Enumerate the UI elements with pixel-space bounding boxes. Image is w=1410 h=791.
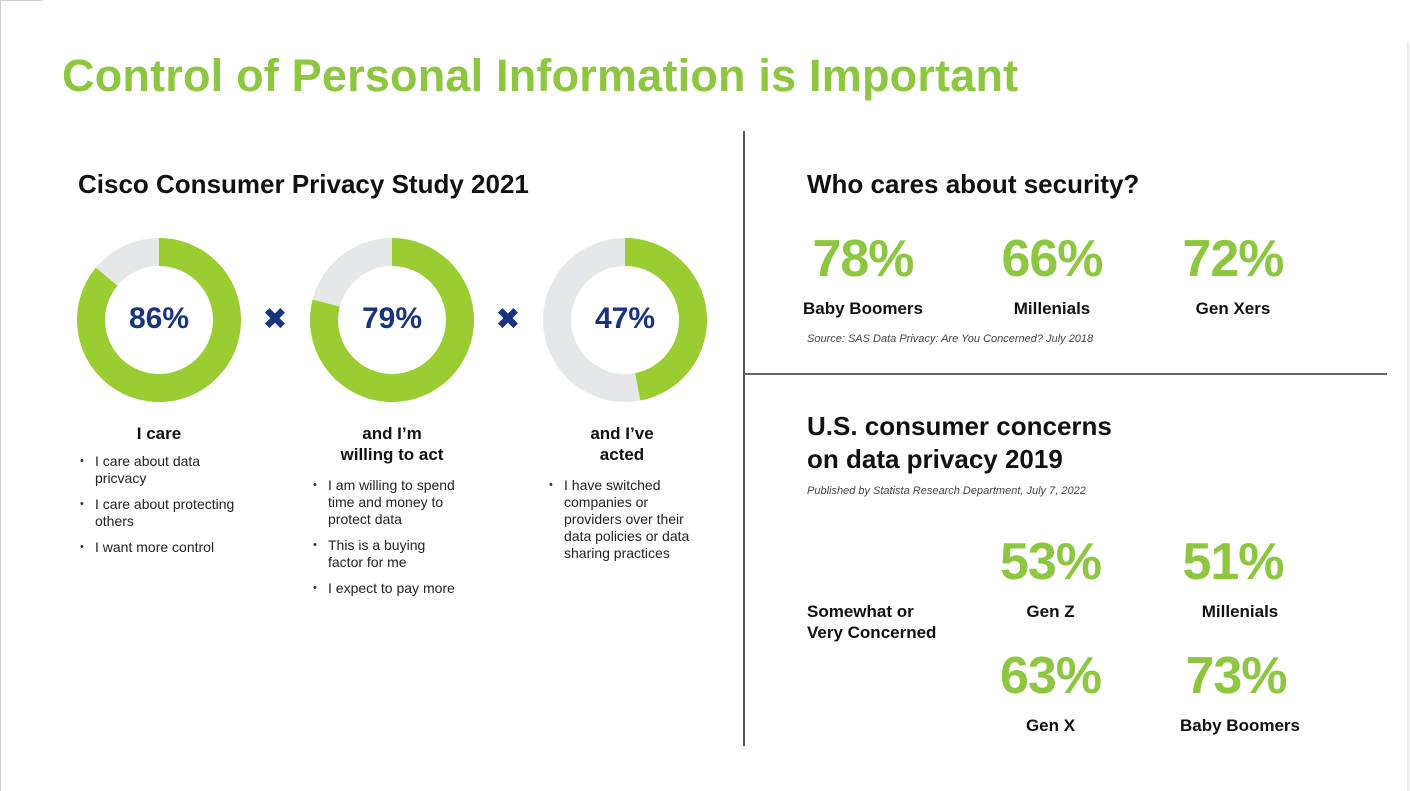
security-value-baby-boomers: 78% [812, 230, 914, 288]
concerns-source: Published by Statista Research Departmen… [807, 485, 1086, 497]
concern-label-gen-z: Gen Z [1026, 602, 1075, 621]
donut-svg-3 [543, 238, 708, 402]
concerns-heading-line: on data privacy 2019 [807, 444, 1063, 474]
times-icon: ✖ [495, 303, 521, 336]
concern-value-baby-boomers: 73% [1185, 647, 1287, 705]
column-heading-line: and I’ve [590, 424, 654, 443]
concern-value-gen-x: 63% [999, 647, 1102, 705]
security-source: Source: SAS Data Privacy: Are You Concer… [807, 333, 1094, 345]
donut-chart-acted: 47% [543, 238, 708, 402]
horizontal-divider [744, 373, 1387, 375]
column-heading-line: willing to act [340, 445, 444, 464]
list-item: I have switched companies or providers o… [549, 477, 697, 562]
donut-svg-1 [77, 238, 241, 402]
slide-edge-right [1407, 42, 1409, 791]
donut-chart-i-care: 86% [77, 238, 241, 402]
list-item: I care about protecting others [80, 496, 240, 530]
slide-edge-left [0, 0, 1, 791]
security-label-millenials: Millenials [1013, 299, 1091, 318]
list-item: This is a buying factor for me [313, 537, 463, 571]
column-heading-line: acted [599, 445, 645, 464]
security-value-gen-xers: 72% [1182, 230, 1284, 288]
security-value-millenials: 66% [1001, 230, 1103, 288]
donut-arc-86 [77, 238, 241, 402]
security-heading: Who cares about security? [807, 169, 1140, 199]
cisco-study-heading: Cisco Consumer Privacy Study 2021 [78, 169, 529, 199]
donut-arc-47 [624, 238, 708, 401]
bullet-list-willing: I am willing to spend time and money to … [313, 477, 463, 606]
list-item: I want more control [80, 539, 240, 556]
concern-label-baby-boomers: Baby Boomers [1180, 716, 1300, 735]
donut-chart-willing: 79% [310, 238, 474, 402]
concern-label-millenials: Millenials [1201, 602, 1279, 621]
donut-arc-79 [310, 238, 474, 402]
donut-svg-2 [310, 238, 474, 402]
concern-label-line: Very Concerned [807, 623, 937, 642]
donut-value-47: 47% [594, 302, 656, 335]
concerns-heading-line: U.S. consumer concerns [807, 411, 1112, 441]
slide-edge-top [0, 0, 42, 1]
column-heading-i-care: I care [136, 424, 182, 443]
column-heading-line: and I’m [362, 424, 422, 443]
donut-value-79: 79% [361, 302, 423, 335]
column-heading-acted: and I’ve acted [542, 423, 702, 465]
concern-value-gen-z: 53% [999, 533, 1102, 591]
donut-value-86: 86% [128, 302, 190, 335]
security-label-baby-boomers: Baby Boomers [803, 299, 923, 318]
concerns-heading: U.S. consumer concerns on data privacy 2… [807, 410, 1112, 476]
concern-label-line: Somewhat or [807, 602, 914, 621]
concern-value-millenials: 51% [1182, 533, 1284, 591]
concern-level-label: Somewhat or Very Concerned [807, 601, 936, 643]
bullet-list-i-care: I care about data pricvacy I care about … [80, 453, 240, 565]
vertical-divider [743, 131, 745, 746]
concern-label-gen-x: Gen X [1025, 716, 1076, 735]
list-item: I am willing to spend time and money to … [313, 477, 463, 528]
list-item: I care about data pricvacy [80, 453, 240, 487]
times-icon: ✖ [262, 303, 288, 336]
bullet-list-acted: I have switched companies or providers o… [549, 477, 697, 571]
column-heading-willing: and I’m willing to act [312, 423, 472, 465]
slide-title: Control of Personal Information is Impor… [62, 50, 1019, 101]
list-item: I expect to pay more [313, 580, 463, 597]
security-label-gen-xers: Gen Xers [1195, 299, 1271, 318]
